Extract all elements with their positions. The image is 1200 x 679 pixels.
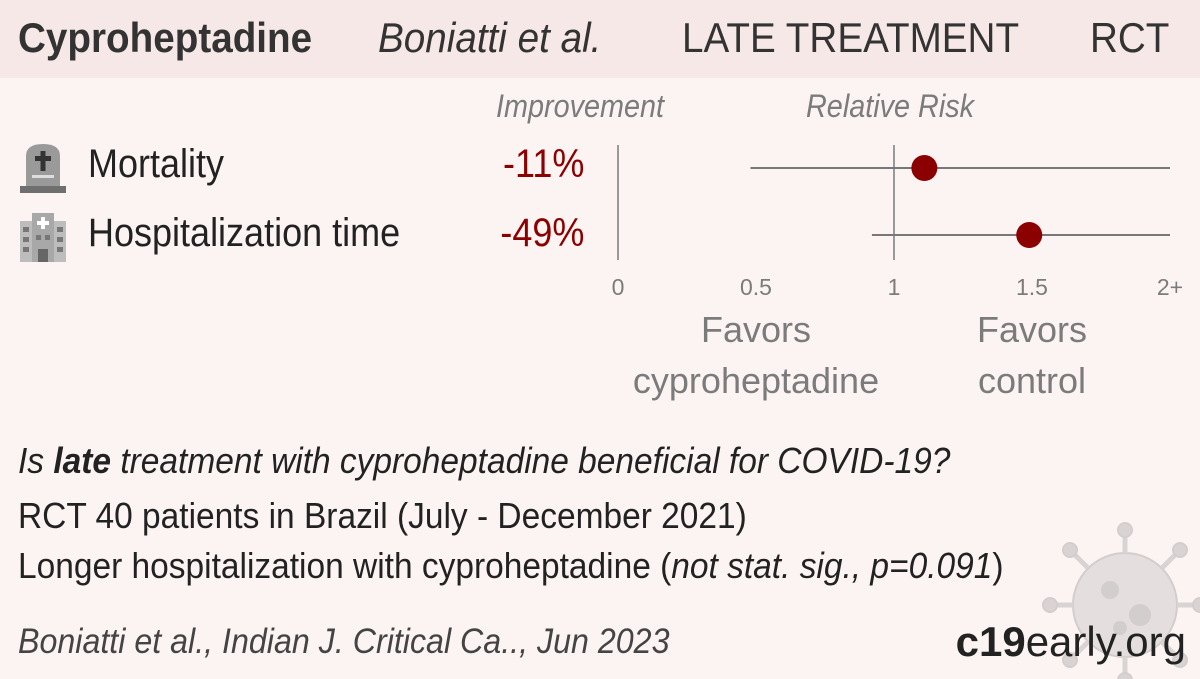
study-type-title: RCT bbox=[1090, 14, 1170, 61]
hospital-icon bbox=[20, 213, 66, 262]
forest-plot: 0 0.5 1 1.5 2+ Favors cyproheptadine Favors cont… bbox=[612, 145, 1183, 401]
improvement-value: -11% bbox=[502, 142, 584, 186]
tombstone-icon bbox=[20, 144, 66, 193]
favors-treatment-label: Favors bbox=[701, 309, 811, 350]
improvement-column-header: Improvement bbox=[496, 88, 665, 124]
relative-risk-column-header: Relative Risk bbox=[806, 88, 975, 124]
outcome-label: Mortality bbox=[88, 142, 225, 186]
author-title: Boniatti et al. bbox=[378, 14, 602, 61]
stage-title: LATE TREATMENT bbox=[682, 14, 1020, 61]
improvement-value: -49% bbox=[499, 211, 584, 255]
virus-watermark-icon bbox=[1042, 522, 1200, 679]
outcome-label: Hospitalization time bbox=[88, 211, 401, 255]
drug-title: Cyproheptadine bbox=[18, 14, 313, 61]
rr-point bbox=[911, 155, 938, 181]
header-bar: Cyproheptadine Boniatti et al. LATE TREA… bbox=[0, 0, 1200, 78]
x-tick-label: 0.5 bbox=[740, 274, 772, 300]
x-tick-label: 1.5 bbox=[1016, 274, 1048, 300]
x-tick-label: 0 bbox=[612, 274, 625, 300]
outcome-row-hospitalization: Hospitalization time -49% bbox=[0, 205, 620, 265]
x-tick-label: 1 bbox=[888, 274, 901, 300]
summary-question: Is late treatment with cyproheptadine be… bbox=[18, 440, 951, 481]
citation: Boniatti et al., Indian J. Critical Ca..… bbox=[18, 622, 670, 661]
outcome-row-mortality: Mortality -11% bbox=[0, 136, 620, 196]
x-tick-label: 2+ bbox=[1157, 274, 1183, 300]
brand-link[interactable]: c19early.org bbox=[955, 618, 1186, 665]
favors-control-label: Favors bbox=[977, 309, 1087, 350]
favors-treatment-label: cyproheptadine bbox=[633, 360, 879, 401]
summary-patients: RCT 40 patients in Brazil (July - Decemb… bbox=[18, 495, 747, 536]
summary-result: Longer hospitalization with cyproheptadi… bbox=[18, 545, 1004, 586]
rr-point bbox=[1016, 222, 1043, 248]
favors-control-label: control bbox=[978, 360, 1086, 401]
